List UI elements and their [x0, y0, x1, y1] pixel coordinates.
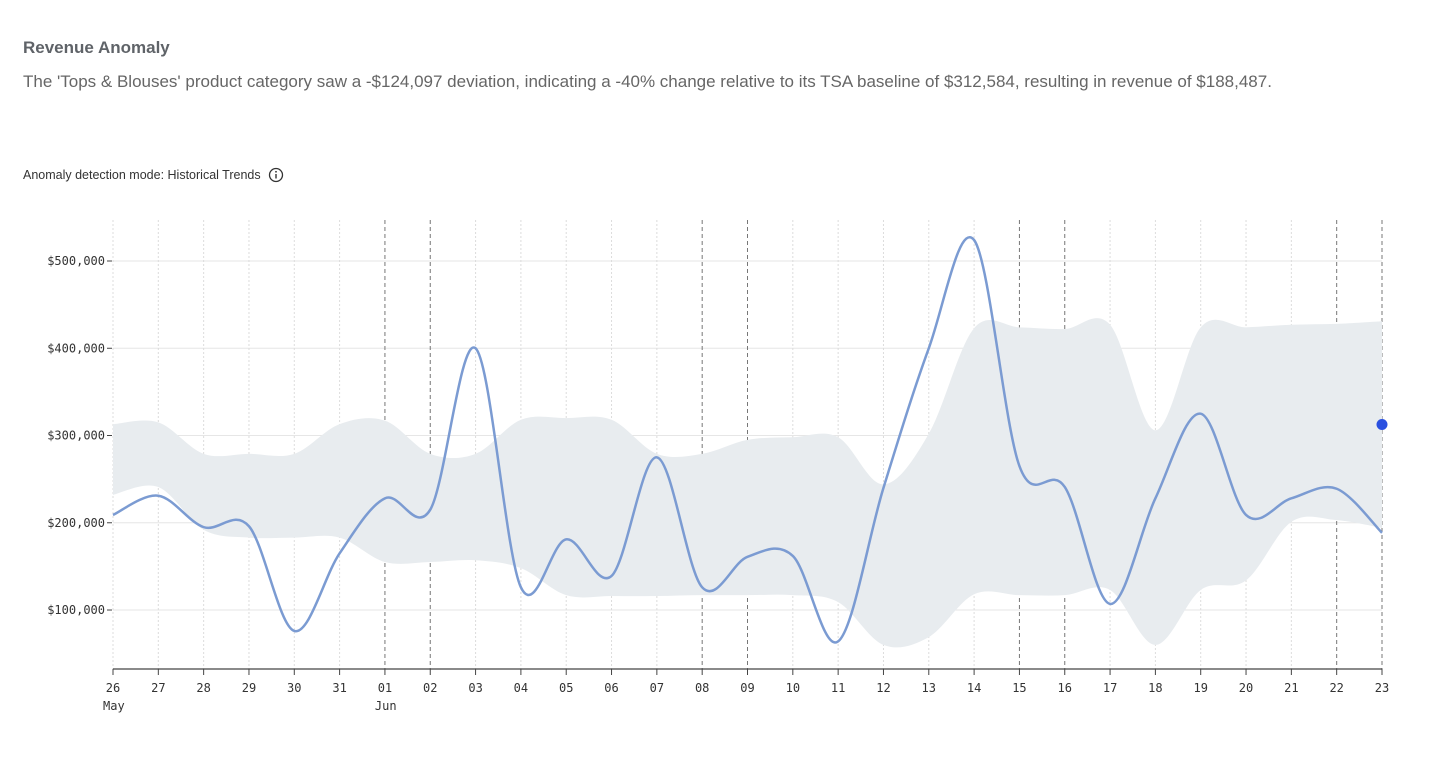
- chart: $100,000 $200,000 $300,000 $400,000 $500,000…: [47, 220, 1389, 713]
- title: Revenue Anomaly: [23, 38, 170, 57]
- x-tick-label: 13: [922, 681, 936, 695]
- description: The 'Tops & Blouses' product category sa…: [23, 72, 1272, 91]
- x-tick-label: 03: [468, 681, 482, 695]
- x-tick-label: 17: [1103, 681, 1117, 695]
- x-tick-label: 31: [332, 681, 346, 695]
- y-tick-label: $500,000: [47, 254, 105, 268]
- revenue-line: [112, 236, 1383, 644]
- anomaly-point: [1376, 419, 1388, 431]
- x-tick-label: 02: [423, 681, 437, 695]
- x-tick-label: 10: [786, 681, 800, 695]
- x-tick-label: 14: [967, 681, 981, 695]
- x-tick-label: 22: [1329, 681, 1343, 695]
- x-tick-label: 09: [740, 681, 754, 695]
- x-tick-label: 23: [1375, 681, 1389, 695]
- mode-row: Anomaly detection mode: Historical Trend…: [23, 167, 284, 183]
- x-tick-label: 12: [876, 681, 890, 695]
- expected-band: [113, 318, 1382, 648]
- x-tick-label: 15: [1012, 681, 1026, 695]
- mode-label: Anomaly detection mode: Historical Trend…: [23, 168, 261, 182]
- info-icon[interactable]: [268, 167, 284, 183]
- x-tick-label: 07: [650, 681, 664, 695]
- x-tick-label: 16: [1058, 681, 1072, 695]
- x-tick-label: 08: [695, 681, 709, 695]
- x-tick-label: 06: [604, 681, 618, 695]
- x-tick-label: 01: [378, 681, 392, 695]
- x-tick-label: 26: [106, 681, 120, 695]
- x-tick-label: 28: [196, 681, 210, 695]
- x-tick-label: 27: [151, 681, 165, 695]
- x-tick-label: 18: [1148, 681, 1162, 695]
- x-tick-label: 19: [1193, 681, 1207, 695]
- x-month-label: Jun: [375, 699, 397, 713]
- x-month-label: May: [103, 699, 125, 713]
- x-tick-label: 30: [287, 681, 301, 695]
- x-tick-label: 11: [831, 681, 845, 695]
- x-tick-label: 04: [514, 681, 528, 695]
- x-tick-label: 20: [1239, 681, 1253, 695]
- y-tick-label: $100,000: [47, 603, 105, 617]
- y-tick-label: $200,000: [47, 516, 105, 530]
- x-tick-label: 21: [1284, 681, 1298, 695]
- x-tick-label: 29: [242, 681, 256, 695]
- x-tick-label: 05: [559, 681, 573, 695]
- y-tick-label: $400,000: [47, 341, 105, 355]
- y-tick-label: $300,000: [47, 429, 105, 443]
